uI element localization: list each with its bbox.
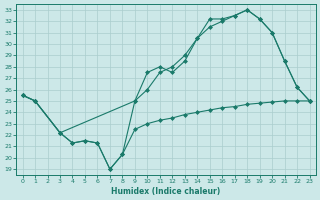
X-axis label: Humidex (Indice chaleur): Humidex (Indice chaleur) [111,187,221,196]
